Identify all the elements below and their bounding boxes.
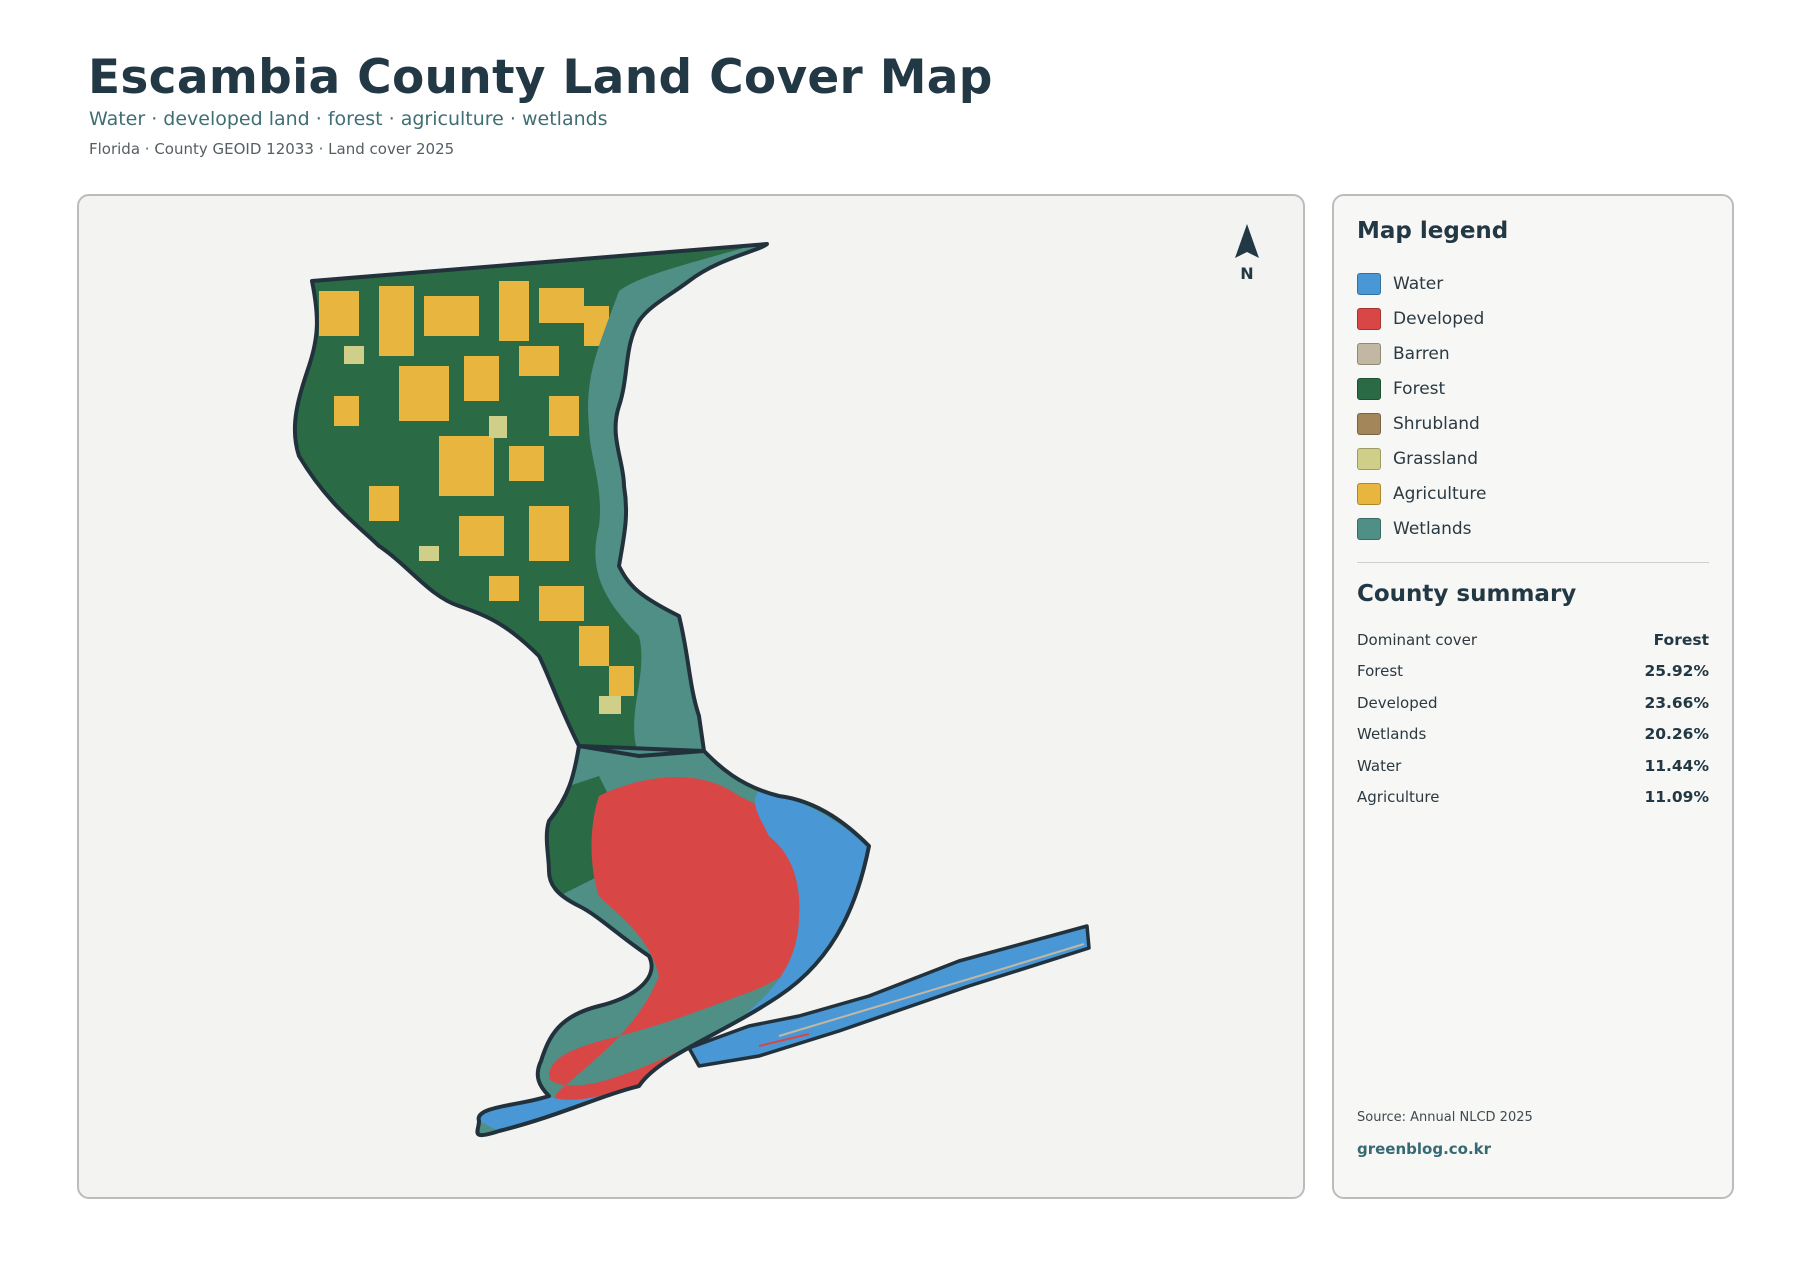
summary-row: Dominant cover Forest <box>1357 624 1709 656</box>
legend-divider <box>1357 562 1709 563</box>
legend-swatch-wetlands <box>1357 517 1381 540</box>
bay-water <box>659 791 869 1081</box>
source-note: Source: Annual NLCD 2025 <box>1357 1110 1533 1125</box>
summary-value: 11.09% <box>1644 788 1709 807</box>
legend-label: Water <box>1393 273 1444 294</box>
legend-item-grassland: Grassland <box>1357 441 1487 476</box>
legend-list: Water Developed Barren Forest Shrubland … <box>1357 266 1487 546</box>
page-subtitle: Water · developed land · forest · agricu… <box>89 108 608 130</box>
legend-item-water: Water <box>1357 266 1487 301</box>
site-link[interactable]: greenblog.co.kr <box>1357 1140 1492 1158</box>
summary-label: Forest <box>1357 662 1404 681</box>
side-panel: Map legend Water Developed Barren Forest… <box>1332 194 1734 1199</box>
legend-title: Map legend <box>1357 218 1509 244</box>
legend-label: Forest <box>1393 378 1446 399</box>
legend-label: Agriculture <box>1393 483 1487 504</box>
summary-value: 25.92% <box>1644 662 1709 681</box>
summary-title: County summary <box>1357 581 1577 607</box>
legend-swatch-grassland <box>1357 447 1381 470</box>
legend-swatch-shrubland <box>1357 412 1381 435</box>
bay-water-west <box>478 1096 599 1131</box>
map-panel[interactable]: N <box>77 194 1305 1199</box>
summary-label: Agriculture <box>1357 788 1440 807</box>
county-north-forest <box>294 244 767 756</box>
summary-value: Forest <box>1653 630 1709 649</box>
summary-label: Dominant cover <box>1357 630 1478 649</box>
legend-swatch-agriculture <box>1357 482 1381 505</box>
summary-row: Water 11.44% <box>1357 750 1709 782</box>
summary-value: 20.26% <box>1644 725 1709 744</box>
grassland-patches <box>344 346 621 714</box>
legend-swatch-barren <box>1357 342 1381 365</box>
legend-item-wetlands: Wetlands <box>1357 511 1487 546</box>
barrier-island-developed <box>758 1033 810 1047</box>
legend-item-barren: Barren <box>1357 336 1487 371</box>
summary-value: 23.66% <box>1644 693 1709 712</box>
legend-label: Developed <box>1393 308 1485 329</box>
legend-swatch-forest <box>1357 377 1381 400</box>
legend-item-agriculture: Agriculture <box>1357 476 1487 511</box>
legend-label: Grassland <box>1393 448 1478 469</box>
north-arrow-icon <box>1235 224 1259 258</box>
legend-label: Barren <box>1393 343 1450 364</box>
legend-item-developed: Developed <box>1357 301 1487 336</box>
legend-swatch-water <box>1357 272 1381 295</box>
summary-row: Wetlands 20.26% <box>1357 719 1709 751</box>
summary-table: Dominant cover Forest Forest 25.92% Deve… <box>1357 624 1709 813</box>
summary-label: Wetlands <box>1357 725 1427 744</box>
developed-area <box>549 777 839 1111</box>
legend-item-forest: Forest <box>1357 371 1487 406</box>
summary-label: Water <box>1357 756 1402 775</box>
summary-value: 11.44% <box>1644 756 1709 775</box>
summary-label: Developed <box>1357 693 1438 712</box>
page-meta: Florida · County GEOID 12033 · Land cove… <box>89 140 455 158</box>
county-outline-north <box>292 242 769 758</box>
page-title: Escambia County Land Cover Map <box>88 50 993 105</box>
north-arrow: N <box>1229 222 1265 286</box>
summary-row: Developed 23.66% <box>1357 687 1709 719</box>
barrier-island[interactable] <box>687 924 1091 1068</box>
county-outline-south <box>475 744 871 1138</box>
legend-label: Wetlands <box>1393 518 1472 539</box>
summary-row: Agriculture 11.09% <box>1357 782 1709 814</box>
summary-row: Forest 25.92% <box>1357 656 1709 688</box>
barrier-island-sand <box>778 943 1085 1037</box>
north-label: N <box>1240 264 1254 283</box>
legend-label: Shrubland <box>1393 413 1480 434</box>
agriculture-patches <box>319 281 634 696</box>
legend-item-shrubland: Shrubland <box>1357 406 1487 441</box>
legend-swatch-developed <box>1357 307 1381 330</box>
county-map[interactable] <box>79 196 1303 1197</box>
